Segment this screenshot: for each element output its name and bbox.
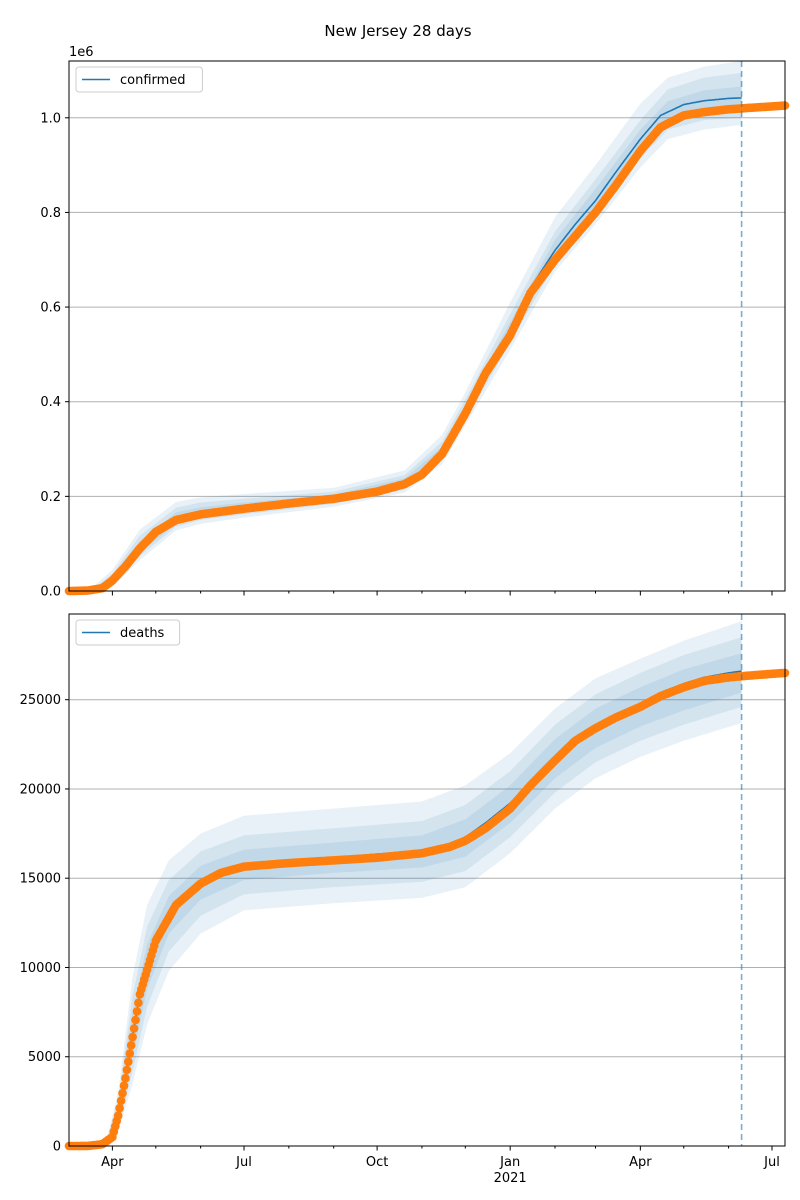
observed-point: [119, 1081, 129, 1090]
x-tick-label: Jul: [763, 1155, 780, 1170]
y-tick-label: 1.0: [40, 111, 61, 126]
y-tick-label: 15000: [20, 872, 61, 887]
y-tick-label: 0.6: [40, 301, 61, 316]
x-tick-label: Apr: [101, 1155, 124, 1170]
legend: deaths: [75, 619, 181, 646]
x-tick-label: Oct: [366, 1155, 388, 1170]
y-tick-label: 10000: [20, 961, 61, 976]
confidence-band: [69, 621, 742, 1146]
figure-title: New Jersey 28 days: [324, 22, 471, 40]
confirmed-panel: 0.0 0.2 0.4 0.6 0.8 1.0 1e6 confirmed: [40, 45, 790, 600]
observed-point: [116, 1096, 126, 1105]
y-tick-label: 25000: [20, 693, 61, 708]
y-tick-label: 20000: [20, 782, 61, 797]
y-tick-label: 0.8: [40, 206, 61, 221]
observed-point: [128, 1032, 137, 1042]
deaths-panel: 0 5000 10000 15000 20000 25000 Apr Jul Oct Jan202…: [20, 613, 790, 1186]
observed-point: [131, 1015, 140, 1025]
legend-box: [75, 619, 181, 646]
legend: confirmed: [75, 66, 203, 93]
y-tick-label: 5000: [28, 1050, 61, 1065]
axes-frame: [68, 613, 786, 1147]
y-tick-label: 0.4: [40, 395, 61, 410]
y-tick-label: 0: [53, 1140, 61, 1155]
x-tick-label: Jan: [499, 1155, 520, 1170]
observed-point: [118, 1088, 127, 1098]
observed-point: [122, 1065, 132, 1075]
legend-label: deaths: [120, 626, 165, 641]
legend-box: [75, 66, 203, 93]
confidence-band: [69, 637, 742, 1146]
confidence-band: [69, 61, 742, 591]
x-tick-label: Jul: [235, 1155, 252, 1170]
observed-point: [115, 1103, 124, 1113]
observed-point: [124, 1057, 133, 1066]
observed-point: [126, 1041, 136, 1050]
x-year-label: 2021: [494, 1171, 527, 1186]
y-offset-label: 1e6: [69, 45, 94, 60]
legend-label: confirmed: [120, 73, 186, 88]
observed-point: [134, 998, 143, 1008]
y-tick-label: 0.0: [40, 585, 61, 600]
observed-point: [125, 1049, 135, 1058]
observed-point: [129, 1024, 139, 1033]
x-tick-label: Apr: [629, 1155, 652, 1170]
axes-frame: [68, 60, 786, 592]
observed-point: [121, 1073, 130, 1083]
y-tick-label: 0.2: [40, 490, 61, 505]
confidence-band: [69, 653, 742, 1146]
observed-point: [132, 1007, 142, 1016]
observed-point: [113, 1111, 123, 1120]
